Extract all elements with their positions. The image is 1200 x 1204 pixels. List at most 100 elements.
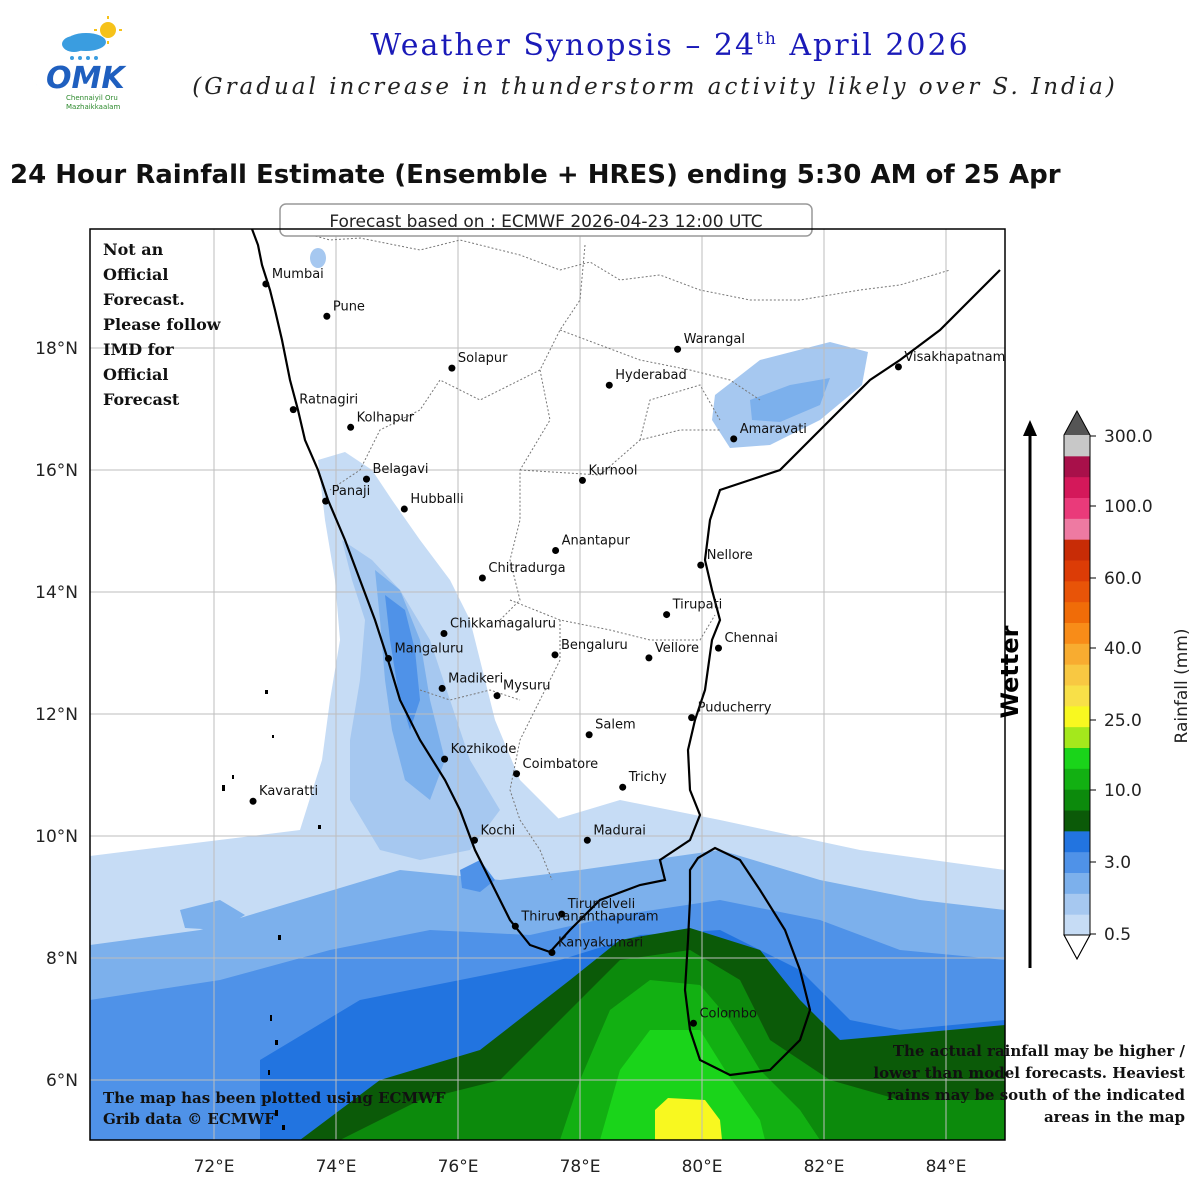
city-anantapur: Anantapur: [552, 534, 630, 555]
city-label: Tirunelveli: [567, 897, 636, 912]
colorbar-segment: [1064, 789, 1090, 811]
colorbar-segment: [1064, 455, 1090, 478]
city-dot-icon: [262, 280, 270, 288]
city-dot-icon: [605, 381, 613, 389]
colorbar-segment: [1064, 747, 1090, 769]
colorbar-outline: [1063, 409, 1091, 961]
city-dot-icon: [478, 574, 486, 582]
city-salem: Salem: [585, 718, 636, 739]
svg-text:Chennaiyil Oru: Chennaiyil Oru: [66, 94, 118, 102]
city-dot-icon: [347, 423, 355, 431]
city-markers: Mumbai Pune Solapur Warangal Hyderabad Visakh…: [249, 267, 1005, 1027]
page-subtitle: (Gradual increase in thunderstorm activi…: [192, 74, 1118, 100]
city-dot-icon: [493, 692, 501, 700]
city-label: Kanyakumari: [558, 936, 643, 951]
city-dot-icon: [583, 836, 591, 844]
longitude-labels: 72°E 74°E 76°E 78°E 80°E 82°E 84°E: [194, 1157, 967, 1177]
city-dot-icon: [645, 654, 653, 662]
city-label: Solapur: [458, 351, 508, 366]
city-kurnool: Kurnool: [578, 463, 637, 484]
city-label: Chennai: [724, 631, 777, 646]
city-dot-icon: [688, 714, 696, 722]
colorbar-tick-label: 40.0: [1104, 639, 1142, 659]
colorbar-segment: [1064, 705, 1090, 728]
colorbar-segment: [1064, 830, 1090, 853]
map-title: 24 Hour Rainfall Estimate (Ensemble + HR…: [10, 160, 1061, 190]
city-kavaratti: Kavaratti: [249, 784, 318, 805]
lat-tick-label: 8°N: [46, 949, 78, 969]
city-label: Trichy: [628, 770, 667, 785]
disclaimer-note: Not an Official Forecast. Please follow …: [103, 240, 221, 409]
colorbar-axis-label: Rainfall (mm): [1172, 629, 1192, 744]
city-label: Thiruvananthapuram: [520, 909, 658, 924]
city-label: Puducherry: [698, 701, 772, 716]
city-dot-icon: [289, 406, 297, 414]
colorbar-tick-label: 25.0: [1104, 711, 1142, 731]
colorbar-tick-label: 0.5: [1104, 925, 1131, 945]
colorbar-segment: [1064, 726, 1090, 748]
city-label: Mysuru: [503, 679, 551, 694]
city-label: Coimbatore: [523, 757, 599, 772]
islands: [222, 690, 321, 1130]
city-dot-icon: [894, 363, 902, 371]
city-bengaluru: Bengaluru: [551, 638, 628, 659]
city-belagavi: Belagavi: [363, 462, 429, 483]
city-coimbatore: Coimbatore: [513, 757, 598, 778]
lon-tick-label: 80°E: [682, 1157, 723, 1177]
city-trichy: Trichy: [619, 770, 667, 791]
colorbar-segment: [1064, 560, 1090, 582]
colorbar-tick-label: 300.0: [1104, 427, 1153, 447]
city-label: Tirupati: [672, 598, 723, 613]
city-label: Visakhapatnam: [904, 350, 1005, 365]
graticule: [90, 229, 1005, 1140]
city-mumbai: Mumbai: [262, 267, 324, 288]
city-dot-icon: [714, 644, 722, 652]
city-label: Kurnool: [588, 463, 637, 478]
wetter-label: Wetter: [996, 625, 1024, 718]
city-label: Pune: [333, 299, 365, 314]
logo-wordmark: OMK: [46, 61, 127, 96]
city-dot-icon: [363, 475, 370, 483]
page-title: Weather Synopsis – 24th April 2026: [370, 28, 970, 63]
colorbar-tick-label: 60.0: [1104, 569, 1142, 589]
city-dot-icon: [674, 345, 682, 353]
latitude-labels: 18°N 16°N 14°N 12°N 10°N 8°N 6°N: [35, 339, 78, 1091]
city-label: Chikkamagaluru: [450, 616, 556, 631]
lat-tick-label: 10°N: [35, 827, 78, 847]
city-kolhapur: Kolhapur: [347, 410, 415, 431]
colorbar-segment: [1064, 893, 1090, 915]
city-label: Hubballi: [410, 492, 463, 507]
lon-tick-label: 72°E: [194, 1157, 235, 1177]
city-dot-icon: [441, 755, 449, 763]
city-dot-icon: [323, 312, 331, 320]
data-source-note: The map has been plotted using ECMWF Gri…: [103, 1089, 446, 1128]
colorbar-top-arrow: [1064, 411, 1090, 435]
city-label: Panaji: [332, 484, 371, 499]
city-dot-icon: [558, 910, 566, 918]
city-dot-icon: [438, 684, 446, 692]
city-label: Vellore: [655, 641, 699, 656]
city-chitradurga: Chitradurga: [478, 561, 566, 582]
city-label: Kolhapur: [357, 410, 415, 425]
lon-tick-label: 74°E: [316, 1157, 357, 1177]
city-dot-icon: [548, 949, 556, 957]
city-label: Mangaluru: [394, 641, 463, 656]
lat-tick-label: 16°N: [35, 461, 78, 481]
lat-tick-label: 18°N: [35, 339, 78, 359]
city-puducherry: Puducherry: [688, 701, 772, 722]
city-label: Amaravati: [740, 422, 807, 437]
state-borders: [299, 231, 951, 881]
colorbar-segment: [1064, 914, 1090, 936]
city-nellore: Nellore: [697, 548, 753, 569]
city-label: Nellore: [707, 548, 753, 563]
city-dot-icon: [448, 364, 456, 372]
colorbar-tick-label: 10.0: [1104, 781, 1142, 801]
city-label: Kavaratti: [259, 784, 318, 799]
city-kanyakumari: Kanyakumari: [548, 936, 643, 957]
lat-tick-label: 14°N: [35, 583, 78, 603]
city-dot-icon: [578, 476, 586, 484]
colorbar-segment: [1064, 580, 1090, 603]
city-dot-icon: [730, 435, 738, 443]
city-dot-icon: [619, 783, 627, 791]
city-label: Hyderabad: [615, 368, 687, 383]
